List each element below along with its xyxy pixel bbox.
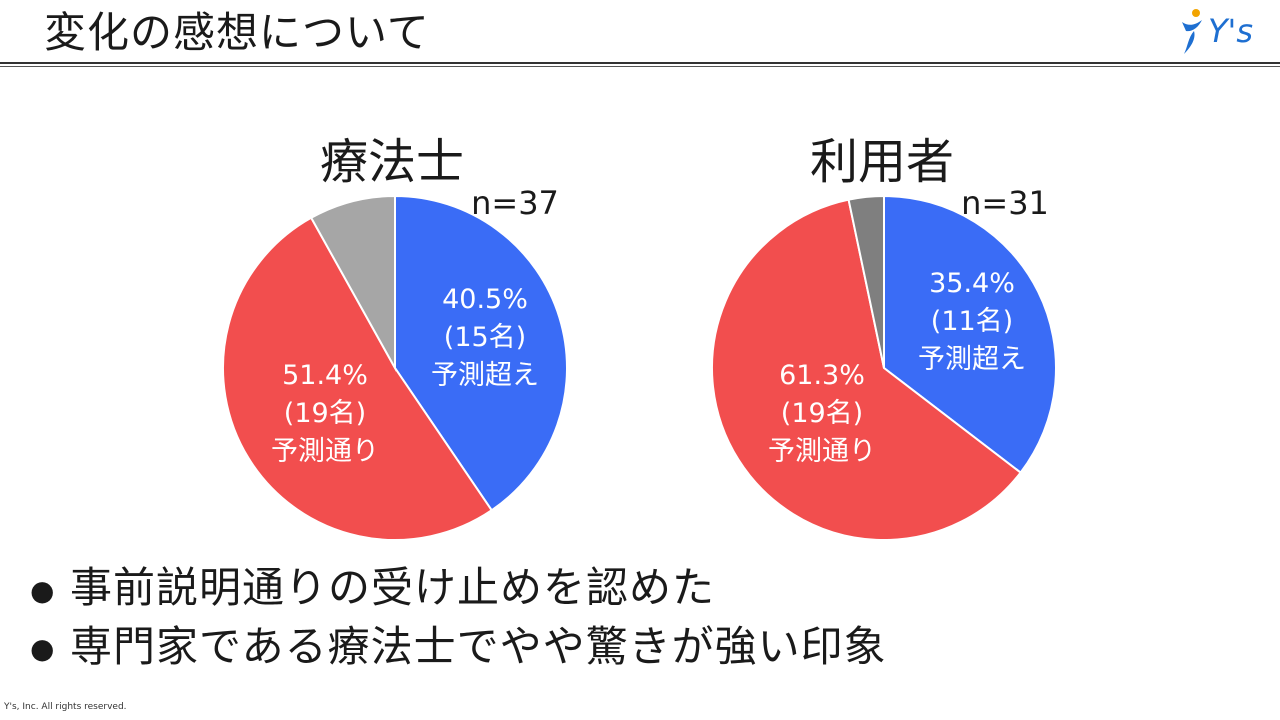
bullet-dot-icon: ● [30,573,56,607]
slice-label-line: 51.4% [282,360,368,391]
slice-label-line: (11名) [931,306,1013,337]
title-rule-thin [0,66,1280,67]
pie-slice [309,194,396,372]
chart-title: 利用者 [810,134,954,190]
bullet-text: 事前説明通りの受け止めを認めた [70,563,716,612]
slice-label-line: 35.4% [929,268,1015,299]
slice-label-line: 61.3% [779,360,865,391]
logo-text: Y's [1208,12,1254,50]
company-logo: Y's [1178,4,1274,62]
slice-label-line: (15名) [444,322,526,353]
slice-data-label: 35.4% (11名) 予測超え [918,268,1026,375]
bullet-list: ● 事前説明通りの受け止めを認めた ● 専門家である療法士でやや驚きが強い印象 [30,560,887,677]
slice-label-line: 予測通り [271,436,379,467]
bullet-item: ● 事前説明通りの受け止めを認めた [30,560,887,619]
bullet-text: 専門家である療法士でやや驚きが強い印象 [70,621,887,671]
figure-logo-icon [1182,9,1202,54]
sample-size-label: n=31 [961,184,1049,222]
slice-label-line: 予測超え [431,360,539,391]
bullet-item: ● 専門家である療法士でやや驚きが強い印象 [30,619,887,678]
slice-label-line: 予測通り [768,436,876,467]
slice-data-label: 61.3% (19名) 予測通り [768,360,876,467]
chart-title: 療法士 [320,134,464,190]
slice-data-label: 40.5% (15名) 予測超え [431,284,539,391]
bullet-dot-icon: ● [30,632,56,665]
slice-label-line: (19名) [284,398,366,429]
sample-size-label: n=37 [471,184,559,222]
pie-slice [394,194,568,512]
slice-label-line: 予測超え [918,344,1026,375]
pie-slice [222,216,494,541]
slide-title: 変化の感想について [44,8,430,57]
copyright-footer: Y's, Inc. All rights reserved. [4,702,127,712]
pie-slice [711,198,1022,541]
slice-label-line: (19名) [781,398,863,429]
slice-label-line: 40.5% [442,284,528,315]
pie-slice [847,194,885,369]
slice-data-label: 51.4% (19名) 予測通り [271,360,379,467]
pie-slice [883,194,1057,474]
title-rule [0,62,1280,64]
